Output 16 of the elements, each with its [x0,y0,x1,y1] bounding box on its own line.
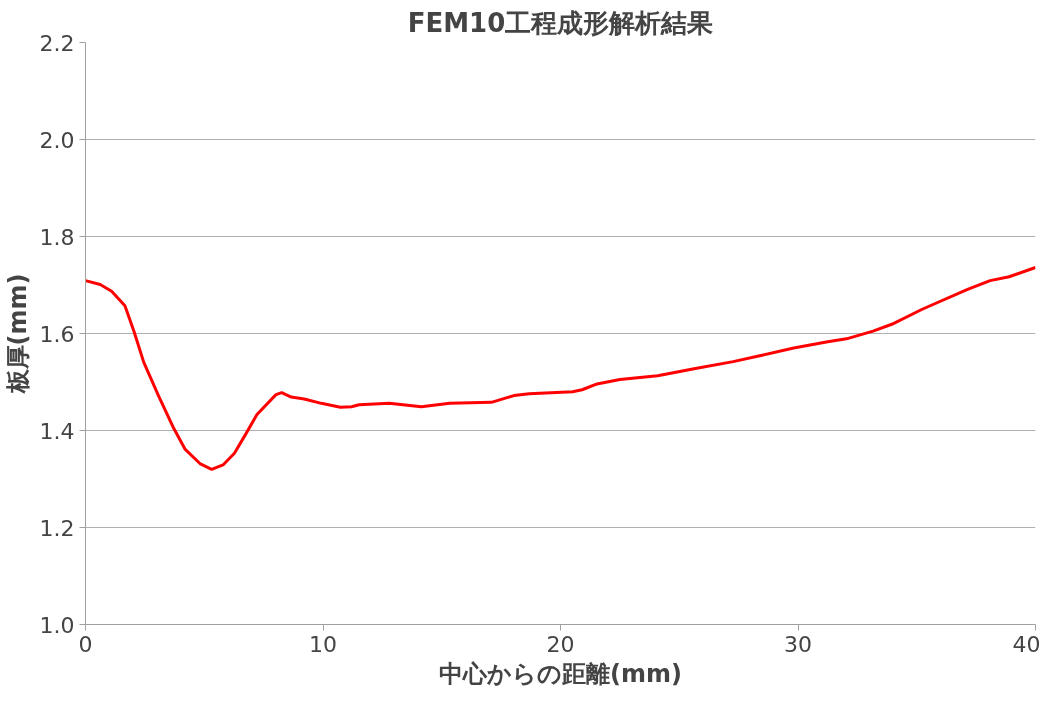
x-tick-label: 40 [1012,631,1041,657]
y-tick-label: 1.0 [39,612,75,638]
y-tick-label: 1.4 [39,418,75,444]
chart-title: FEM10工程成形解析結果 [407,7,714,38]
y-tick-label: 1.8 [39,224,75,250]
x-tick-label: 20 [546,631,575,657]
x-tick-label: 10 [309,631,337,657]
y-tick-label: 1.2 [39,515,75,541]
x-tick-label: 0 [78,631,93,657]
y-tick-label: 2.0 [39,127,75,153]
y-tick-label: 2.2 [39,30,75,56]
line-series [85,266,1036,471]
y-axis-title: 板厚(mm) [3,273,32,395]
x-tick-label: 30 [784,631,812,657]
x-axis-title: 中心からの距離(mm) [439,659,682,688]
y-tick-label: 1.6 [39,321,75,347]
